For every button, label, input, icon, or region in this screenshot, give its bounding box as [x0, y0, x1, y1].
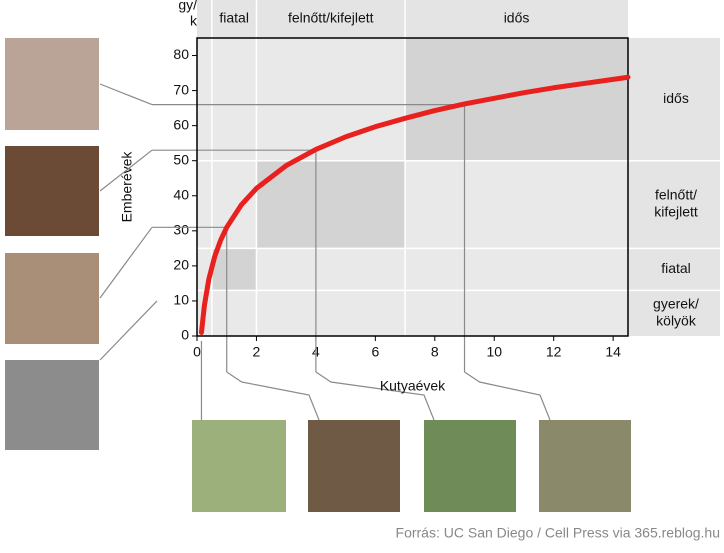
y-tick-label: 50 — [173, 151, 189, 167]
x-axis-label: Kutyaévek — [380, 378, 446, 394]
side-band-bg — [628, 38, 720, 336]
top-band-label: gy/ — [178, 0, 197, 13]
side-band-label: gyerek/ — [653, 295, 699, 311]
x-tick-label: 0 — [193, 344, 201, 360]
y-axis-label: Emberévek — [119, 151, 135, 223]
curve — [198, 74, 631, 335]
plot-frame — [196, 37, 629, 337]
side-band-label: felnőtt/ — [655, 187, 697, 203]
side-band-label: kifejlett — [654, 204, 698, 220]
x-tick-label: 2 — [253, 344, 261, 360]
stage-box — [256, 160, 406, 249]
face-photo — [5, 360, 99, 450]
side-band-label: idős — [663, 90, 689, 106]
top-band-label: idős — [504, 10, 530, 26]
top-band-label: k — [190, 13, 198, 29]
x-tick-label: 6 — [371, 344, 379, 360]
dog-photo — [308, 420, 400, 512]
x-tick-label: 14 — [605, 344, 621, 360]
face-photo — [5, 146, 99, 236]
stage-box — [211, 248, 257, 291]
source: Forrás: UC San Diego / Cell Press via 36… — [396, 525, 720, 541]
y-tick-label: 20 — [173, 257, 189, 273]
y-tick-label: 60 — [173, 116, 189, 132]
side-band-label: fiatal — [661, 260, 691, 276]
dog-photo — [424, 420, 516, 512]
x-tick-label: 8 — [431, 344, 439, 360]
dog-photo — [192, 420, 286, 512]
face-connector — [99, 149, 153, 192]
side-band-label: kölyök — [656, 312, 697, 328]
y-tick-label: 40 — [173, 186, 189, 202]
dog-connector — [226, 371, 320, 421]
dog-connector — [464, 371, 551, 421]
top-band-bg — [197, 0, 628, 38]
face-photo — [5, 38, 99, 130]
y-tick-label: 0 — [181, 327, 189, 343]
face-connector — [99, 226, 153, 299]
top-band-label: fiatal — [219, 10, 249, 26]
stage-box — [405, 38, 628, 161]
face-connector — [99, 300, 158, 361]
face-connector — [99, 83, 153, 106]
y-tick-label: 70 — [173, 81, 189, 97]
y-tick-label: 10 — [173, 292, 189, 308]
dog-photo — [539, 420, 631, 512]
dog-connector — [315, 371, 435, 421]
top-band-label: felnőtt/kifejlett — [288, 10, 374, 26]
y-tick-label: 80 — [173, 46, 189, 62]
y-tick-label: 30 — [173, 222, 189, 238]
face-photo — [5, 253, 99, 344]
photos — [5, 38, 631, 512]
x-tick-label: 12 — [546, 344, 562, 360]
x-tick-label: 10 — [486, 344, 502, 360]
